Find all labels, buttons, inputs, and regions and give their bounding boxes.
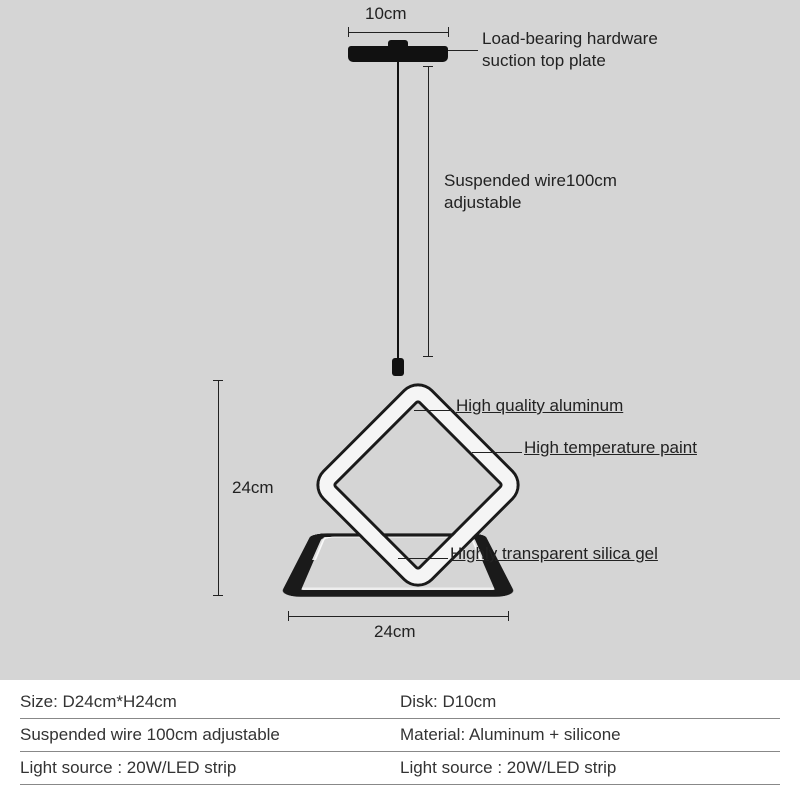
table-row: Suspended wire 100cm adjustable Material…	[20, 719, 780, 752]
product-diagram: 10cm Load-bearing hardware suction top p…	[0, 0, 800, 680]
spec-cell: Disk: D10cm	[400, 692, 780, 712]
dim-height: 24cm	[232, 478, 274, 498]
suspension-wire	[397, 62, 399, 362]
callout-plate: Load-bearing hardware suction top plate	[482, 28, 658, 72]
spec-cell: Size: D24cm*H24cm	[20, 692, 400, 712]
table-row: Light source : 20W/LED strip Light sourc…	[20, 752, 780, 785]
callout-silica: Highly transparent silica gel	[450, 544, 658, 564]
dim-line-width	[288, 616, 508, 617]
spec-cell: Material: Aluminum + silicone	[400, 725, 780, 745]
spec-table: Size: D24cm*H24cm Disk: D10cm Suspended …	[0, 680, 800, 800]
dim-width: 24cm	[374, 622, 416, 642]
spec-cell: Suspended wire 100cm adjustable	[20, 725, 400, 745]
dim-line-plate	[348, 32, 448, 33]
dim-line-height	[218, 380, 219, 595]
dim-wire-label: Suspended wire100cm adjustable	[444, 170, 617, 214]
spec-cell: Light source : 20W/LED strip	[400, 758, 780, 778]
spec-cell: Light source : 20W/LED strip	[20, 758, 400, 778]
dim-plate-width: 10cm	[365, 4, 407, 24]
ceiling-plate	[348, 46, 448, 62]
callout-aluminum: High quality aluminum	[456, 396, 623, 416]
dim-line-wire	[428, 66, 429, 356]
table-row: Size: D24cm*H24cm Disk: D10cm	[20, 686, 780, 719]
callout-paint: High temperature paint	[524, 438, 697, 458]
